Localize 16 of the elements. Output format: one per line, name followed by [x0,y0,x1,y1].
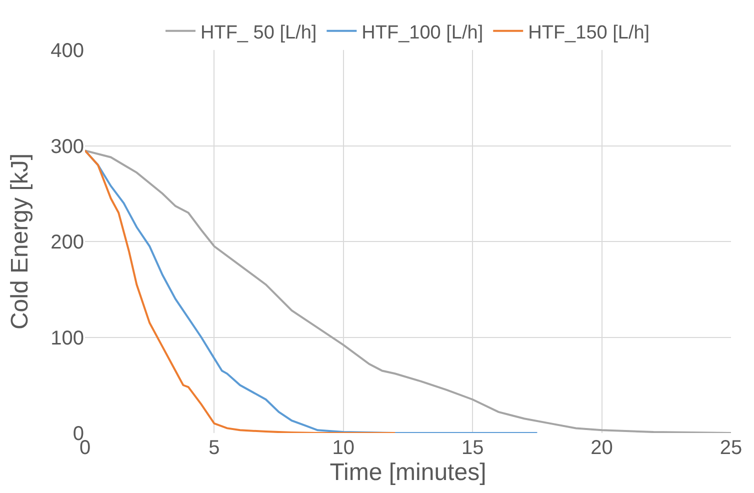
x-tick-label: 5 [208,437,220,459]
legend-label: HTF_150 [L/h] [528,22,650,44]
x-axis-title: Time [minutes] [330,459,486,486]
x-tick-label: 25 [720,437,742,459]
y-tick-label: 100 [50,327,84,350]
legend-label: HTF_ 50 [L/h] [200,22,317,44]
y-tick-label: 400 [50,40,84,62]
y-tick-label: 200 [50,232,84,254]
y-axis-title: Cold Energy [kJ] [6,153,34,330]
line-series [85,150,731,433]
legend-label: HTF_100 [L/h] [362,22,484,44]
x-tick-label: 20 [590,437,613,459]
line-series [85,150,396,433]
x-tick-label: 10 [332,437,355,459]
y-tick-label: 300 [50,136,84,158]
x-tick-label: 15 [461,437,484,459]
